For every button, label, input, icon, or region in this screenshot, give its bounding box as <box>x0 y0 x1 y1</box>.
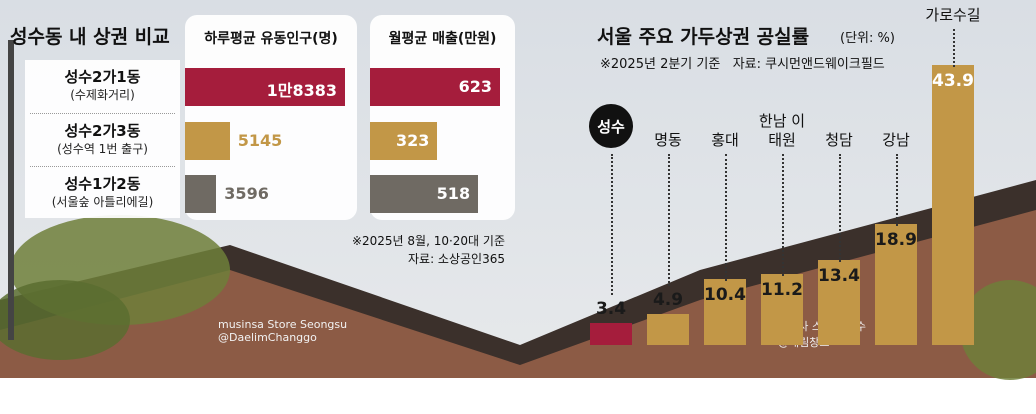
bar <box>370 175 479 213</box>
pole <box>8 40 14 340</box>
bar <box>761 273 803 345</box>
value-label: 623 <box>458 77 492 96</box>
value-label: 3.4 <box>595 299 627 320</box>
row-label-panel <box>25 60 180 218</box>
leader-line <box>839 154 841 262</box>
bar <box>704 278 746 345</box>
value-label: 10.4 <box>704 284 746 305</box>
note: ※2025년 8월, 10·20대 기준 <box>351 234 505 248</box>
value-label: 323 <box>395 131 430 150</box>
value-label: 11.2 <box>761 279 803 300</box>
leader-line <box>725 154 727 281</box>
note: 자료: 소상공인365 <box>407 252 505 266</box>
brick-wall <box>0 210 1036 414</box>
photo-sign: musinsa Store Seongsu @DaelimChanggo <box>218 318 348 344</box>
bar <box>932 65 974 345</box>
category-note: (수제화거리) <box>70 88 135 102</box>
unit-label: (단위: %) <box>840 31 895 46</box>
value-label: 3596 <box>224 184 269 203</box>
leader-line <box>668 154 670 286</box>
bar <box>590 323 632 345</box>
category-label: 성수1가2동 <box>64 175 141 193</box>
category-label: 성수2가1동 <box>64 68 141 86</box>
category-label: 명동 <box>654 131 682 149</box>
category-label: 성수 <box>597 118 625 136</box>
category-note: (서울숲 아틀리에길) <box>51 195 154 209</box>
bar <box>370 68 500 106</box>
bar <box>185 175 217 213</box>
bar <box>647 313 689 345</box>
value-label: 5145 <box>237 131 283 150</box>
leader-line <box>611 154 613 296</box>
category-label: 한남 이태원 <box>758 112 806 149</box>
bar <box>185 122 230 160</box>
subtitle: ※2025년 2분기 기준 자료: 쿠시먼앤드웨이크필드 <box>600 57 885 72</box>
value-label: 4.9 <box>652 289 684 310</box>
bar <box>818 259 860 345</box>
legend-label: 하루평균 유동인구(명) <box>204 31 338 47</box>
divider <box>30 113 175 114</box>
leader-line <box>953 29 955 67</box>
value-label: 518 <box>436 184 471 203</box>
bar <box>370 122 438 160</box>
tree <box>0 280 130 360</box>
legend-label: 월평균 매출(만원) <box>388 31 497 47</box>
bar <box>185 68 345 106</box>
leader-line <box>896 154 898 227</box>
divider <box>30 166 175 167</box>
bar <box>875 224 917 345</box>
highlight-circle <box>589 104 633 148</box>
value-label: 43.9 <box>932 71 974 91</box>
value-label: 1만8383 <box>266 81 337 100</box>
value-label: 13.4 <box>818 265 860 286</box>
chart-title: 서울 주요 가두상권 공실률 <box>597 26 810 48</box>
value-label: 18.9 <box>875 230 917 251</box>
category-label: 성수2가3동 <box>64 122 141 140</box>
chart-title: 성수동 내 상권 비교 <box>10 26 170 48</box>
bottom-margin <box>0 378 1036 414</box>
leader-line <box>782 154 784 276</box>
category-label: 강남 <box>882 131 910 149</box>
category-label: 가로수길 <box>925 6 981 24</box>
category-label: 청담 <box>825 131 853 149</box>
category-label: 홍대 <box>711 131 739 149</box>
tree <box>960 280 1036 380</box>
category-note: (성수역 1번 출구) <box>57 142 148 156</box>
